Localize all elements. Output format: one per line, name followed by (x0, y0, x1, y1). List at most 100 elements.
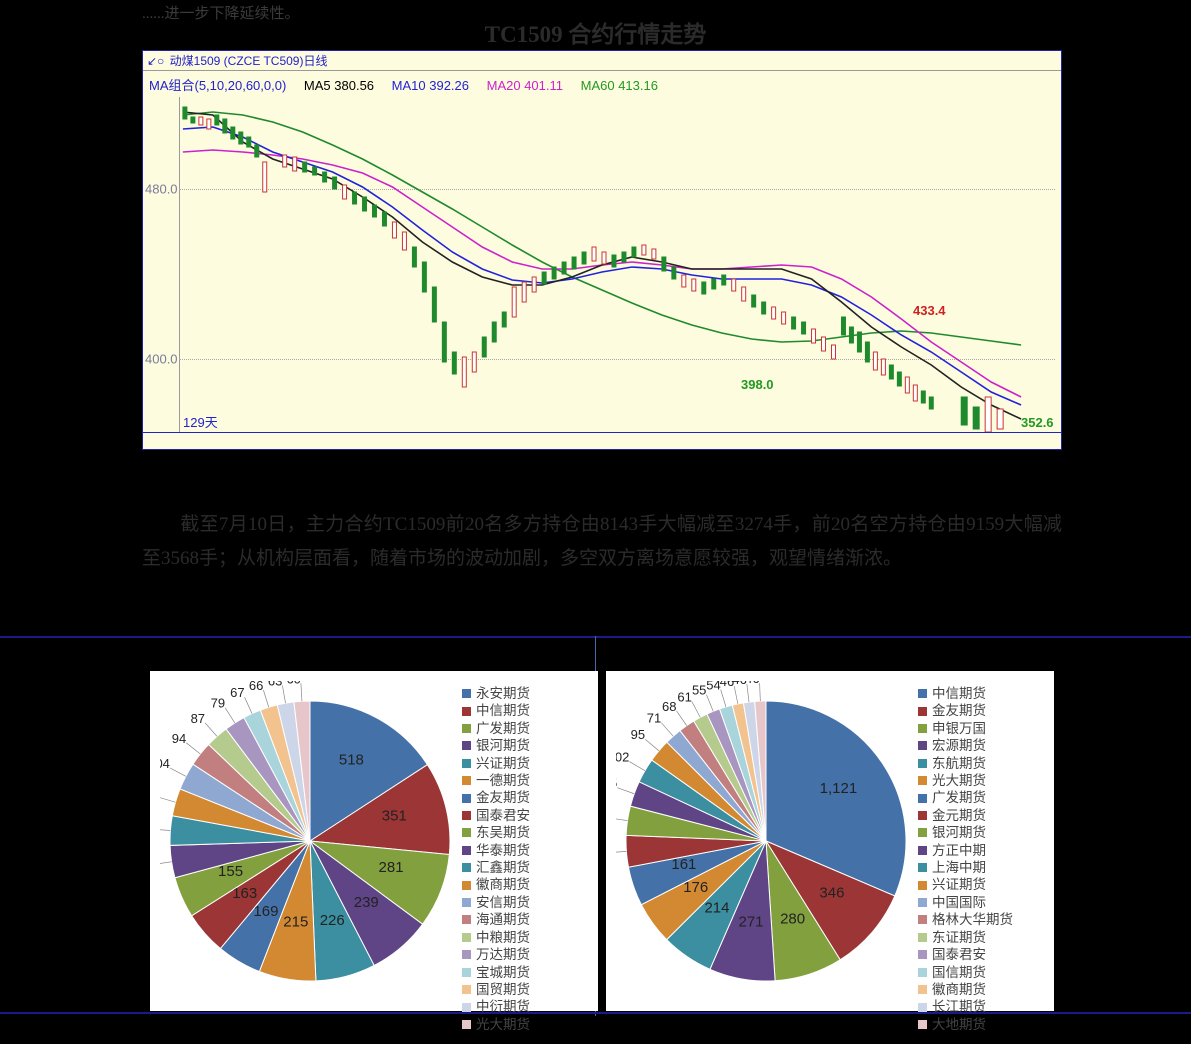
legend-label-金友期货: 金友期货 (476, 789, 530, 806)
legend-swatch-金友期货 (918, 707, 927, 716)
pie-chart-right-legend: 中信期货 金友期货 申银万国 宏源期货 东航期货 光大期货 广发期货 金元期货 银河期货 方正中期… (918, 685, 1048, 1033)
annotation-433-4: 433.4 (913, 303, 946, 318)
legend-item-中信期货: 中信期货 (918, 685, 1048, 702)
legend-swatch-广发期货 (918, 794, 927, 803)
legend-label-一德期货: 一德期货 (476, 772, 530, 789)
candlestick-plot-area[interactable]: 480.0 400.0 (143, 97, 1061, 433)
legend-swatch-宏源期货 (918, 741, 927, 750)
pie-slice-value-宝城期货: 67 (230, 685, 244, 700)
pie-slice-value-海通期货: 94 (172, 731, 186, 746)
pie-slice-value-国泰君安: 55 (692, 683, 706, 698)
pie-chart-left[interactable]: 5183512812392262151691631551221111041049… (160, 681, 460, 1001)
legend-swatch-光大期货 (462, 1020, 471, 1029)
annotation-352-6: 352.6 (1021, 415, 1054, 430)
legend-label-国信期货: 国信期货 (932, 964, 986, 981)
legend-item-申银万国: 申银万国 (918, 720, 1048, 737)
pie-slice-value-金友期货: 169 (253, 903, 278, 920)
legend-swatch-东航期货 (918, 759, 927, 768)
legend-item-方正中期: 方正中期 (918, 842, 1048, 859)
legend-swatch-申银万国 (918, 724, 927, 733)
pie-slice-value-广发期货: 281 (379, 859, 404, 876)
legend-item-国贸期货: 国贸期货 (462, 981, 592, 998)
legend-item-宝城期货: 宝城期货 (462, 964, 592, 981)
pie-chart-left-legend: 永安期货 中信期货 广发期货 银河期货 兴证期货 一德期货 金友期货 国泰君安 东吴期货 华泰期货… (462, 685, 592, 1033)
pie-slice-value-宏源期货: 271 (739, 913, 764, 930)
pie-slice-value-安信期货: 104 (160, 756, 170, 771)
legend-swatch-华泰期货 (462, 846, 471, 855)
legend-item-兴证期货: 兴证期货 (918, 876, 1048, 893)
candlestick-svg (143, 97, 1061, 433)
legend-item-安信期货: 安信期货 (462, 894, 592, 911)
legend-label-宏源期货: 宏源期货 (932, 737, 986, 754)
legend-label-国泰君安: 国泰君安 (932, 946, 986, 963)
legend-item-一德期货: 一德期货 (462, 772, 592, 789)
pie-slice-value-申银万国: 280 (780, 911, 805, 928)
legend-item-银河期货: 银河期货 (462, 737, 592, 754)
legend-label-兴证期货: 兴证期货 (932, 876, 986, 893)
candlestick-symbol-title: ↙○ 动煤1509 (CZCE TC509)日线 (143, 51, 1061, 71)
legend-label-华泰期货: 华泰期货 (476, 842, 530, 859)
legend-label-长江期货: 长江期货 (932, 998, 986, 1015)
pie-slice-value-永安期货: 518 (339, 752, 364, 769)
legend-swatch-宝城期货 (462, 968, 471, 977)
legend-item-东证期货: 东证期货 (918, 929, 1048, 946)
legend-swatch-国泰君安 (918, 950, 927, 959)
legend-label-万达期货: 万达期货 (476, 946, 530, 963)
symbol-icon: ↙○ (147, 54, 164, 68)
body-paragraph: 截至7月10日，主力合约TC1509前20名多方持仓由8143手大幅减至3274… (142, 508, 1062, 576)
legend-item-中信期货: 中信期货 (462, 702, 592, 719)
legend-label-汇鑫期货: 汇鑫期货 (476, 859, 530, 876)
legend-item-徽商期货: 徽商期货 (918, 981, 1048, 998)
pie-slice-value-中信期货: 351 (382, 807, 407, 824)
pie-chart-panel-left: 5183512812392262151691631551221111041049… (150, 671, 598, 1011)
legend-label-申银万国: 申银万国 (932, 720, 986, 737)
legend-item-金元期货: 金元期货 (918, 807, 1048, 824)
pie-slice-value-金友期货: 346 (819, 884, 844, 901)
pie-slice-value-中国国际: 71 (647, 711, 661, 726)
legend-item-大地期货: 大地期货 (918, 1016, 1048, 1033)
legend-swatch-方正中期 (918, 846, 927, 855)
legend-label-中粮期货: 中粮期货 (476, 929, 530, 946)
pie-slice-value-万达期货: 79 (211, 696, 225, 711)
pie-slice-value-兴证期货: 226 (320, 912, 345, 929)
legend-swatch-银河期货 (918, 828, 927, 837)
legend-swatch-东证期货 (918, 933, 927, 942)
legend-label-东证期货: 东证期货 (932, 929, 986, 946)
legend-item-金友期货: 金友期货 (462, 789, 592, 806)
legend-label-广发期货: 广发期货 (476, 720, 530, 737)
legend-label-国贸期货: 国贸期货 (476, 981, 530, 998)
legend-swatch-一德期货 (462, 776, 471, 785)
legend-swatch-万达期货 (462, 950, 471, 959)
legend-item-东吴期货: 东吴期货 (462, 824, 592, 841)
legend-item-永安期货: 永安期货 (462, 685, 592, 702)
legend-label-广发期货: 广发期货 (932, 789, 986, 806)
legend-item-金友期货: 金友期货 (918, 702, 1048, 719)
legend-swatch-中信期货 (918, 689, 927, 698)
legend-swatch-中国国际 (918, 898, 927, 907)
legend-swatch-兴证期货 (462, 759, 471, 768)
legend-label-格林大华期货: 格林大华期货 (932, 911, 1013, 928)
legend-item-宏源期货: 宏源期货 (918, 737, 1048, 754)
pie-slice-value-国信期货: 54 (706, 681, 720, 693)
pie-chart-right[interactable]: 1,12134628027121417616113012010510295716… (616, 681, 916, 1001)
legend-swatch-金元期货 (918, 811, 927, 820)
legend-item-中粮期货: 中粮期货 (462, 929, 592, 946)
legend-label-中国国际: 中国国际 (932, 894, 986, 911)
legend-item-中衍期货: 中衍期货 (462, 998, 592, 1015)
legend-label-上海中期: 上海中期 (932, 859, 986, 876)
legend-item-格林大华期货: 格林大华期货 (918, 911, 1048, 928)
legend-swatch-上海中期 (918, 863, 927, 872)
pie-slice-value-上海中期: 102 (616, 750, 629, 765)
legend-label-光大期货: 光大期货 (476, 1016, 530, 1033)
legend-label-国泰君安: 国泰君安 (476, 807, 530, 824)
legend-swatch-中信期货 (462, 707, 471, 716)
annotation-398-0: 398.0 (741, 377, 774, 392)
legend-swatch-海通期货 (462, 915, 471, 924)
pie-slice-value-东航期货: 214 (704, 900, 729, 917)
legend-swatch-汇鑫期货 (462, 863, 471, 872)
pie-chart-left-svg: 5183512812392262151691631551221111041049… (160, 681, 460, 1001)
pie-slice-value-东证期货: 61 (677, 689, 691, 704)
pie-slice-value-一德期货: 215 (283, 914, 308, 931)
legend-item-广发期货: 广发期货 (918, 789, 1048, 806)
legend-swatch-金友期货 (462, 794, 471, 803)
